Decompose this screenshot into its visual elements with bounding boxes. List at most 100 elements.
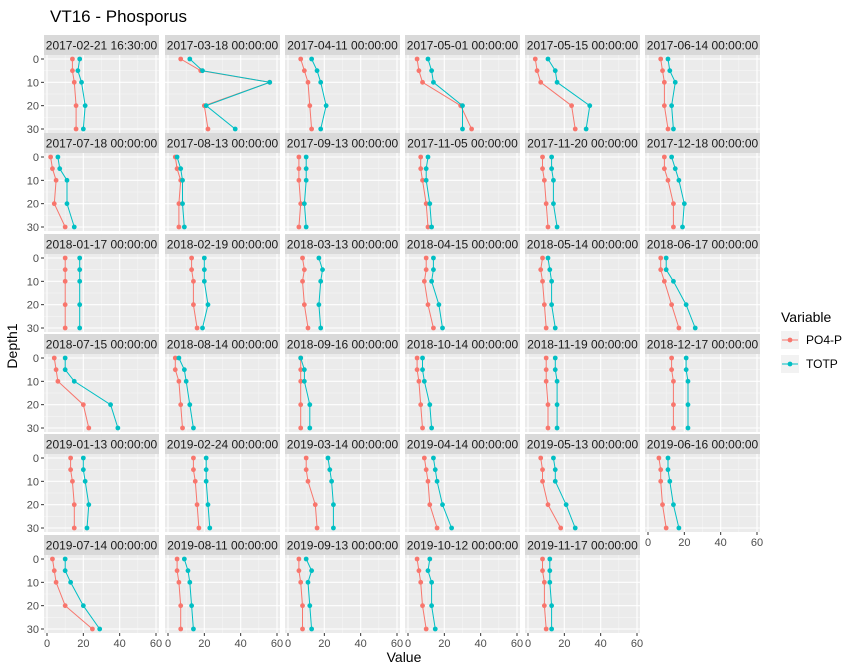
totp-point xyxy=(545,56,551,62)
po4p-point xyxy=(296,224,302,230)
totp-point xyxy=(303,224,309,230)
chart-title: VT16 - Phosporus xyxy=(50,7,187,26)
x-axis-ticks: 0 20 40 600 20 40 60 0 20 40 60 0 20 40 60 0 20 40 60 0 20 40… xyxy=(44,532,763,650)
totp-point xyxy=(316,302,322,308)
facet-panel: 2017-11-05 00:00:00 xyxy=(405,133,520,231)
totp-point xyxy=(672,79,678,85)
po4p-point xyxy=(301,267,307,273)
facet-strip xyxy=(44,434,159,454)
po4p-point xyxy=(538,455,544,461)
totp-point xyxy=(552,478,558,484)
totp-point xyxy=(554,425,560,431)
facet-panel: 2018-09-16 00:00:00 xyxy=(285,334,400,432)
facet-strip-label: 2019-07-14 00:00:00 xyxy=(46,539,158,553)
totp-point xyxy=(174,154,180,160)
facet-panel: 2017-07-18 00:00:00 xyxy=(44,133,159,231)
totp-point xyxy=(425,56,431,62)
facet-panel: 2019-06-16 00:00:00 xyxy=(645,434,760,532)
totp-point xyxy=(205,302,211,308)
po4p-point xyxy=(62,302,68,308)
po4p-point xyxy=(421,455,427,461)
totp-point xyxy=(669,103,675,109)
facet-strip-label: 2017-05-15 00:00:00 xyxy=(527,39,639,53)
po4p-point xyxy=(569,103,574,109)
totp-point xyxy=(62,355,68,361)
po4p-point xyxy=(71,502,77,508)
totp-point xyxy=(301,367,307,373)
po4p-point xyxy=(312,502,318,508)
x-tick-label: 20 xyxy=(77,638,89,650)
y-tick-label: 30 xyxy=(27,523,39,535)
totp-point xyxy=(187,579,193,585)
facet-panel: 2018-10-14 00:00:00 xyxy=(405,334,520,432)
totp-point xyxy=(685,378,691,384)
po4p-point xyxy=(90,626,95,632)
po4p-point xyxy=(541,579,547,585)
po4p-point xyxy=(301,68,307,74)
facet-panel: 2017-09-13 00:00:00 xyxy=(285,133,400,231)
po4p-point xyxy=(658,255,664,261)
po4p-point xyxy=(298,378,304,384)
y-tick-label: 20 xyxy=(27,601,39,613)
totp-point xyxy=(429,224,435,230)
totp-point xyxy=(200,325,205,331)
facet-panel: 2019-02-24 00:00:00 xyxy=(165,434,280,532)
facet-strip-label: 2018-11-19 00:00:00 xyxy=(527,338,638,352)
totp-point xyxy=(77,325,83,331)
po4p-point xyxy=(305,478,311,484)
po4p-point xyxy=(543,378,549,384)
totp-point xyxy=(307,603,313,609)
totp-point xyxy=(309,626,315,632)
totp-point xyxy=(547,556,553,562)
totp-point xyxy=(549,626,555,632)
po4p-point xyxy=(540,478,545,484)
facet-strip-label: 2017-02-21 16:30:00 xyxy=(46,39,158,53)
po4p-point xyxy=(661,79,667,85)
po4p-point xyxy=(300,626,305,632)
po4p-point xyxy=(469,126,474,132)
x-tick-label: 60 xyxy=(391,638,403,650)
totp-point xyxy=(187,402,193,408)
totp-point xyxy=(420,355,425,361)
facet-panel: 2018-05-14 00:00:00 xyxy=(525,234,640,332)
x-tick-label: 20 xyxy=(558,638,570,650)
totp-point xyxy=(429,278,435,284)
po4p-point xyxy=(416,568,422,574)
y-tick-label: 30 xyxy=(27,323,39,335)
facet-panel: 2018-08-14 00:00:00 xyxy=(165,334,280,432)
facet-strip xyxy=(525,334,640,354)
x-tick-label: 40 xyxy=(595,638,607,650)
totp-point xyxy=(692,325,698,331)
y-tick-label: 30 xyxy=(27,124,39,136)
po4p-point xyxy=(423,201,429,207)
po4p-point xyxy=(669,302,675,308)
totp-point xyxy=(327,467,333,473)
y-tick-label: 20 xyxy=(27,199,39,211)
facet-panel: 2019-09-13 00:00:00 xyxy=(285,535,400,633)
po4p-point xyxy=(194,502,200,508)
x-tick-label: 60 xyxy=(751,537,763,549)
po4p-point xyxy=(296,166,302,172)
totp-point xyxy=(563,502,569,508)
x-tick-label: 40 xyxy=(235,638,247,650)
facet-strip xyxy=(44,535,159,555)
legend-title: Variable xyxy=(781,309,832,325)
po4p-point xyxy=(300,255,305,261)
totp-point xyxy=(298,355,304,361)
po4p-point xyxy=(660,68,665,74)
po4p-point xyxy=(196,525,202,531)
x-tick-label: 40 xyxy=(355,638,367,650)
totp-point xyxy=(191,425,196,431)
x-tick-label: 0 xyxy=(525,638,531,650)
po4p-point xyxy=(656,455,662,461)
po4p-point xyxy=(541,603,547,609)
totp-point xyxy=(191,626,196,632)
facet-strip xyxy=(165,334,280,354)
po4p-point xyxy=(191,278,196,284)
facet-strip xyxy=(44,35,159,55)
totp-point xyxy=(669,154,675,160)
po4p-point xyxy=(68,467,74,473)
x-tick-label: 0 xyxy=(405,638,411,650)
totp-point xyxy=(57,166,63,172)
